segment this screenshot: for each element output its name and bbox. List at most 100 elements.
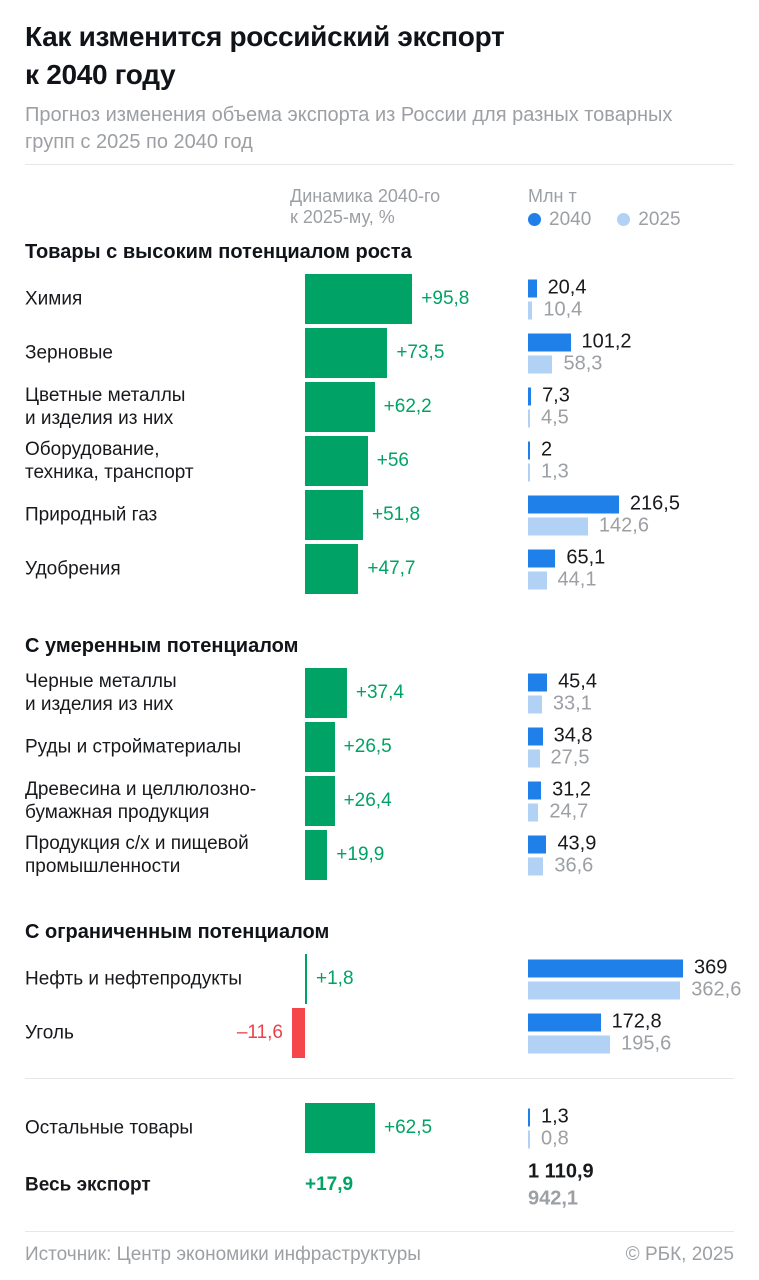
volume-value-2025: 362,6 [691,978,742,1001]
volume-bar-2040 [528,333,571,351]
row-label: Продукция с/х и пищевой промышленности [25,833,249,877]
volume-bar-2025 [528,1130,530,1148]
section-header: Товары с высоким потенциалом роста [25,241,412,263]
dynamics-header-line-2: к 2025-му, % [290,207,395,227]
volume-values: 7,3 4,5 [528,384,570,429]
volume-bar-2040 [528,727,543,745]
volume-value-2040: 31,2 [552,778,592,801]
change-bar [305,544,359,594]
change-value: +56 [376,450,409,471]
chart-body: Товары с высоким потенциалом роста Химия +… [25,240,741,1215]
volume-bar-2040 [528,1013,601,1031]
volume-value-2040: 2 [541,438,553,461]
row-label: Весь экспорт [25,1174,151,1196]
volume-line-2040: 369 [528,957,741,979]
volume-bar-2025 [528,463,530,481]
volume-values: 1 110,9 942,1 [528,1160,594,1211]
volume-units-label: Млн т [528,186,577,206]
change-bar [305,722,335,772]
volume-value-2025: 0,8 [541,1127,569,1150]
volume-value-2025: 27,5 [550,746,590,769]
volume-bar-2040 [528,835,547,853]
legend-item-2040: 2040 [528,209,591,230]
change-value: +17,9 [305,1174,354,1195]
volume-line-2040: 45,4 [528,671,597,693]
volume-value-2025: 33,1 [552,692,592,715]
volume-bar-2025 [528,857,544,875]
legend-item-2025: 2025 [617,209,681,230]
volume-value-2040: 7,3 [542,384,570,407]
row-label: Удобрения [25,558,121,580]
volume-line-2040: 1,3 [528,1106,569,1128]
volume-bar-2040 [528,959,683,977]
volume-bar-2040 [528,441,530,459]
volume-values: 31,2 24,7 [528,778,592,823]
chart-row: Черные металлы и изделия из них +37,4 45,4 3… [25,666,734,720]
volume-line-2025: 36,6 [528,855,596,877]
row-label: Уголь [25,1022,74,1044]
volume-values: 1,3 0,8 [528,1106,569,1150]
legend-dot-2040-icon [528,213,541,226]
chart-row: Весь экспорт +17,9 1 110,9 942,1 [25,1155,734,1215]
legend-label-2040: 2040 [549,209,592,230]
volume-line-2025: 4,5 [528,407,570,429]
volume-line-2040: 65,1 [528,547,605,569]
volume-line-2040: 34,8 [528,725,593,747]
change-bar [305,668,347,718]
volume-line-2025: 1,3 [528,460,569,483]
change-value: +62,5 [384,1117,433,1138]
volume-bar-2025 [528,695,542,713]
change-bar [305,328,388,378]
volume-line-2025: 942,1 [528,1187,594,1211]
column-header-volume: Млн т 2040 2025 [528,186,681,230]
chart-row: Удобрения +47,7 65,1 44,1 [25,542,734,596]
column-header-dynamics: Динамика 2040-го к 2025-му, % [290,186,440,228]
volume-values: 45,4 33,1 [528,671,597,715]
change-value: +47,7 [367,558,416,579]
volume-bar-2025 [528,749,540,767]
row-label: Оборудование, техника, транспорт [25,439,194,483]
change-value: +1,8 [316,968,354,989]
volume-value-2040: 172,8 [611,1010,662,1033]
volume-value-2025: 195,6 [621,1032,672,1055]
section-rows: Химия +95,8 20,4 10,4 Зерновые +73,5 101,2 58,3… [25,272,734,596]
volume-value-2040: 43,9 [557,832,597,855]
volume-line-2040: 1 110,9 [528,1160,594,1184]
change-bar [305,954,308,1004]
volume-line-2025: 33,1 [528,692,597,715]
change-bar [305,830,328,880]
divider-top [25,164,734,165]
divider-middle [25,1078,734,1079]
volume-value-2025: 1,3 [541,460,569,483]
volume-values: 43,9 36,6 [528,832,597,877]
volume-value-2025: 24,7 [549,800,589,823]
page-title: Как изменится российский экспорт к 2040 г… [25,18,734,94]
volume-bar-2040 [528,495,619,513]
volume-value-2040: 216,5 [629,492,680,515]
dynamics-header-line-1: Динамика 2040-го [290,186,441,206]
row-label: Зерновые [25,342,113,364]
chart-row: Руды и стройматериалы +26,5 34,8 27,5 [25,720,734,774]
volume-value-2025: 942,1 [528,1187,579,1209]
page-title-line-2: к 2040 году [25,59,176,90]
volume-bar-2040 [528,387,532,405]
volume-line-2025: 24,7 [528,800,591,823]
volume-bar-2025 [528,571,547,589]
volume-line-2040: 31,2 [528,778,592,801]
row-label: Нефть и нефтепродукты [25,968,243,990]
volume-line-2040: 216,5 [528,492,680,515]
change-bar [305,1103,375,1153]
page-subtitle-line-1: Прогноз изменения объема экспорта из Рос… [25,104,673,126]
volume-line-2040: 20,4 [528,277,587,299]
page-subtitle: Прогноз изменения объема экспорта из Рос… [25,102,734,156]
page-subtitle-line-2: групп с 2025 по 2040 год [25,131,253,153]
change-bar [305,274,413,324]
volume-values: 65,1 44,1 [528,547,605,591]
volume-value-2025: 44,1 [557,568,597,591]
change-bar [305,436,368,486]
change-value: +37,4 [355,682,404,703]
volume-values: 2 1,3 [528,438,569,483]
change-value: –11,6 [236,1022,283,1043]
change-value: +95,8 [421,288,470,309]
